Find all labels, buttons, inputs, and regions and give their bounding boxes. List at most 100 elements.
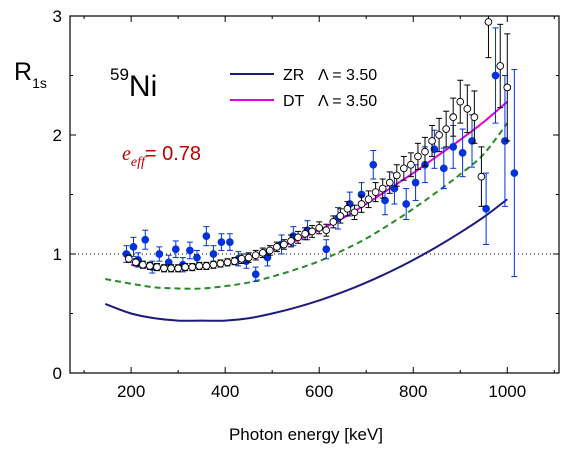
filled-data-point xyxy=(458,149,467,157)
open-data-point xyxy=(414,152,422,161)
open-data-point xyxy=(371,188,380,196)
y-tick-label: 2 xyxy=(53,126,62,145)
axis-ticks xyxy=(70,15,559,374)
open-data-point xyxy=(428,137,436,145)
open-data-point xyxy=(308,227,316,236)
legend: ZR Λ = 3.50 DT Λ = 3.50 xyxy=(230,67,377,110)
open-data-point xyxy=(287,237,295,245)
filled-data-point xyxy=(510,169,519,177)
open-data-point xyxy=(181,263,190,271)
filled-data-point xyxy=(430,145,439,154)
filled-data-point xyxy=(202,232,211,241)
open-data-point xyxy=(146,262,154,270)
open-data-point xyxy=(202,262,211,270)
open-data-point xyxy=(153,263,161,271)
open-data-point xyxy=(167,264,175,273)
filled-data-point xyxy=(369,160,378,169)
open-data-point xyxy=(322,226,331,235)
model-curves xyxy=(104,100,509,322)
filled-data-point xyxy=(226,238,234,246)
y-axis-title-main: R xyxy=(14,58,32,86)
y-tick-label: 3 xyxy=(53,7,62,26)
open-data-point xyxy=(343,204,352,213)
open-data-point xyxy=(258,248,267,257)
open-data-point xyxy=(357,200,366,208)
filled-data-point xyxy=(439,164,448,173)
x-tick-label: 600 xyxy=(305,382,333,401)
filled-data-point xyxy=(482,204,490,213)
filled-data-point xyxy=(186,246,194,255)
open-data-point xyxy=(484,18,493,26)
open-data-point xyxy=(350,208,359,217)
y-axis-title: R1s xyxy=(14,58,47,91)
open-data-point xyxy=(407,160,415,169)
open-data-point xyxy=(294,233,302,242)
x-tick-label: 200 xyxy=(117,382,145,401)
open-data-point xyxy=(230,257,239,265)
open-data-point xyxy=(329,218,338,226)
open-data-point xyxy=(139,260,147,269)
open-data-point xyxy=(273,243,281,251)
eff-value: = 0.78 xyxy=(145,143,201,165)
legend-param-zr: Λ = 3.50 xyxy=(318,67,377,84)
curve-dt xyxy=(130,100,508,270)
open-data-point xyxy=(477,172,486,181)
open-data-point xyxy=(237,254,246,263)
filled-data-point xyxy=(381,196,389,205)
filled-data-point xyxy=(449,143,458,151)
open-data-point xyxy=(251,251,260,260)
open-data-point xyxy=(503,83,512,92)
data-points xyxy=(122,16,519,282)
open-data-point xyxy=(216,259,225,268)
filled-data-point xyxy=(402,200,411,208)
filled-data-point xyxy=(171,245,180,254)
open-data-point xyxy=(244,253,253,262)
y-tick-label: 1 xyxy=(53,245,62,264)
filled-data-point xyxy=(155,250,164,258)
isotope-label: 59Ni xyxy=(110,65,157,103)
legend-param-dt: Λ = 3.50 xyxy=(318,93,377,110)
open-data-point xyxy=(265,246,274,255)
open-data-point xyxy=(160,264,168,273)
filled-data-point xyxy=(141,235,150,244)
open-data-point xyxy=(131,258,140,267)
open-data-point xyxy=(301,229,309,238)
open-data-point xyxy=(463,104,472,113)
open-data-point xyxy=(336,212,345,220)
open-data-point xyxy=(435,131,443,139)
open-data-point xyxy=(188,263,197,271)
open-data-point xyxy=(496,62,505,70)
isotope-element: Ni xyxy=(129,70,157,103)
open-data-point xyxy=(315,223,324,232)
open-data-point xyxy=(442,125,451,133)
open-data-point xyxy=(456,97,465,106)
open-data-point xyxy=(385,178,394,187)
x-tick-label: 1000 xyxy=(488,382,526,401)
filled-data-point xyxy=(468,137,476,145)
open-data-point xyxy=(209,260,218,269)
y-axis-title-sub: 1s xyxy=(32,75,47,91)
isotope-mass: 59 xyxy=(110,65,129,84)
open-data-point xyxy=(470,113,479,122)
curve-dashed xyxy=(105,122,509,290)
x-tick-label: 800 xyxy=(399,382,427,401)
curve-zr xyxy=(104,198,508,322)
open-data-point xyxy=(392,171,401,180)
open-data-point xyxy=(399,164,408,173)
open-data-point xyxy=(124,254,133,263)
x-axis-title: Photon energy [keV] xyxy=(229,425,383,444)
filled-data-point xyxy=(322,245,331,254)
eff-subscript: eff xyxy=(131,155,147,170)
eff-symbol: e xyxy=(122,143,131,165)
filled-data-point xyxy=(411,178,420,187)
legend-label-zr: ZR xyxy=(283,67,304,84)
x-tick-label: 400 xyxy=(211,382,239,401)
filled-data-point xyxy=(217,238,226,246)
filled-data-point xyxy=(390,184,399,193)
open-data-point xyxy=(195,262,204,270)
y-tick-label: 0 xyxy=(53,364,62,383)
open-data-point xyxy=(223,258,232,267)
filled-data-point xyxy=(193,253,201,262)
tick-labels: 200 400 600 800 1000 0 1 2 3 xyxy=(53,7,527,401)
